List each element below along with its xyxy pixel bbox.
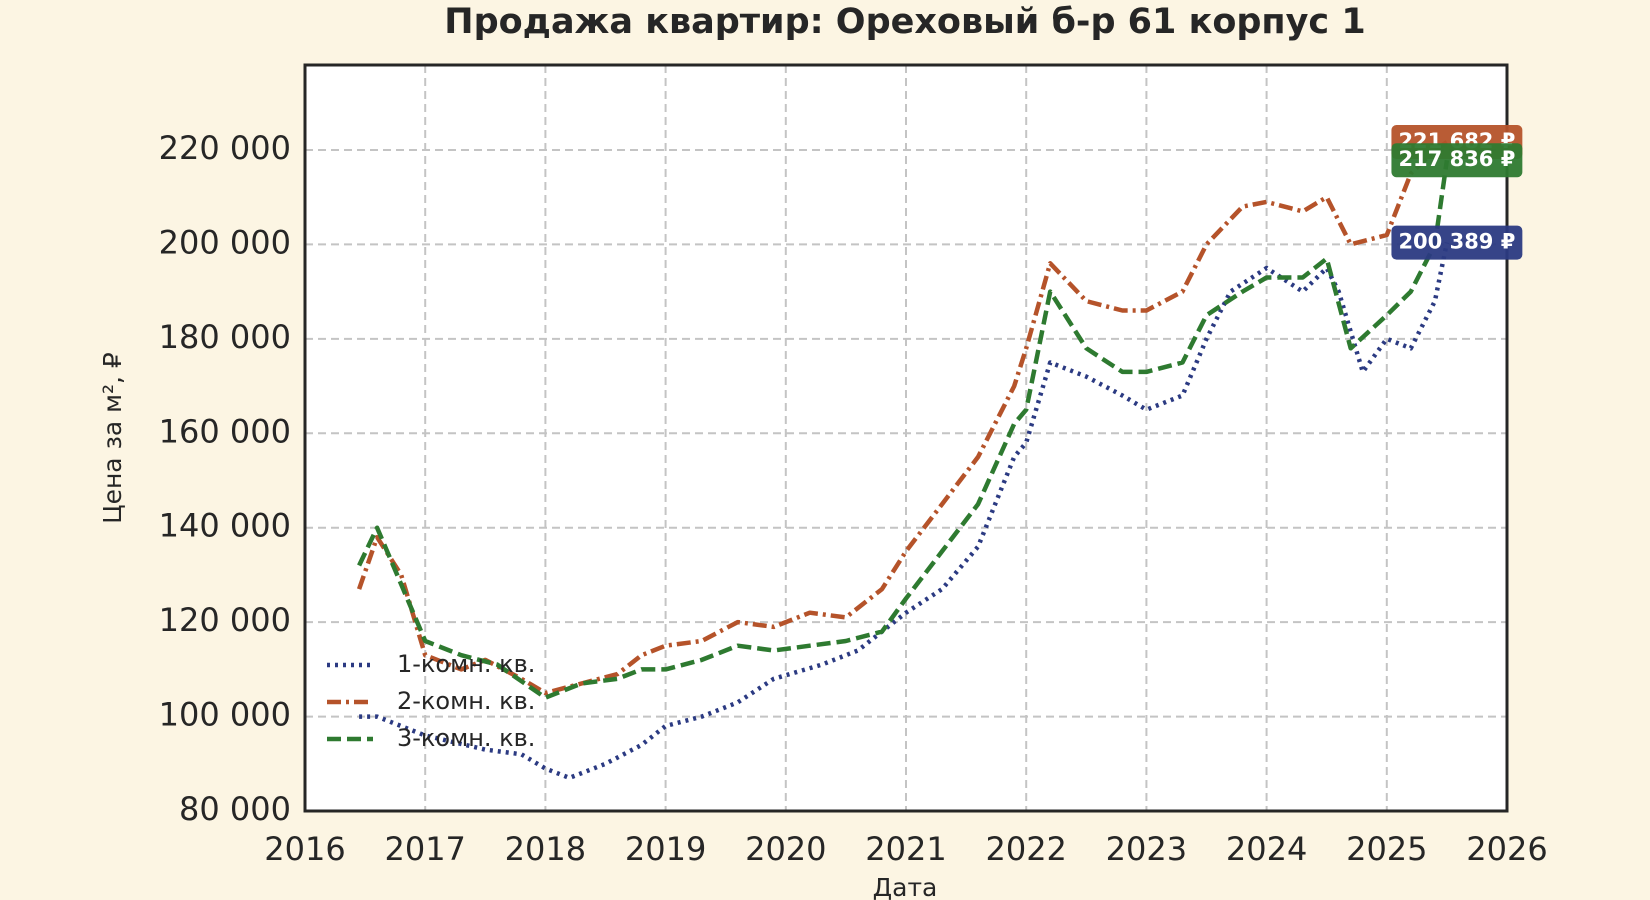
series-line <box>356 140 1449 696</box>
legend-label: 2-комн. кв. <box>397 687 535 715</box>
y-tick-label: 200 000 <box>159 223 291 261</box>
y-tick-label: 140 000 <box>159 507 291 545</box>
x-tick-label: 2016 <box>264 830 345 868</box>
end-label: 217 836 ₽ <box>1391 143 1523 178</box>
legend-label: 3-комн. кв. <box>397 724 535 752</box>
y-tick-label: 100 000 <box>159 696 291 734</box>
end-label: 200 389 ₽ <box>1391 225 1523 260</box>
y-tick-label: 80 000 <box>179 790 291 828</box>
end-label-text: 217 836 ₽ <box>1398 147 1515 171</box>
x-tick-label: 2019 <box>625 830 706 868</box>
end-label-box <box>1391 225 1523 260</box>
end-label-box <box>1391 143 1523 178</box>
x-axis-label: Дата <box>873 873 938 900</box>
x-tick-label: 2017 <box>384 830 465 868</box>
y-tick-label: 180 000 <box>159 318 291 356</box>
legend-label: 1-комн. кв. <box>397 650 535 678</box>
y-tick-label: 160 000 <box>159 412 291 450</box>
grid <box>305 65 1507 811</box>
y-tick-label: 120 000 <box>159 601 291 639</box>
x-tick-label: 2024 <box>1226 830 1307 868</box>
x-tick-label: 2022 <box>985 830 1066 868</box>
x-tick-label: 2026 <box>1466 830 1547 868</box>
y-axis-label: Цена за м², ₽ <box>98 352 127 524</box>
x-tick-label: 2018 <box>505 830 586 868</box>
labels: 2016 2017 2018 2019 2020 2021 2022 2023 2024 2025… <box>159 125 1548 868</box>
series-line <box>359 242 1450 781</box>
y-tick-label: 220 000 <box>159 129 291 167</box>
chart-title: Продажа квартир: Ореховый б-р 61 корпус … <box>444 2 1365 42</box>
x-tick-label: 2023 <box>1106 830 1187 868</box>
lines <box>356 140 1450 781</box>
series-line <box>357 159 1450 700</box>
plot-frame <box>303 63 1509 813</box>
x-tick-label: 2025 <box>1346 830 1427 868</box>
x-tick-label: 2020 <box>745 830 826 868</box>
end-label-text: 200 389 ₽ <box>1398 230 1515 254</box>
x-tick-label: 2021 <box>865 830 946 868</box>
legend: 1-комн. кв. 2-комн. кв. 3-комн. кв. <box>327 650 535 752</box>
